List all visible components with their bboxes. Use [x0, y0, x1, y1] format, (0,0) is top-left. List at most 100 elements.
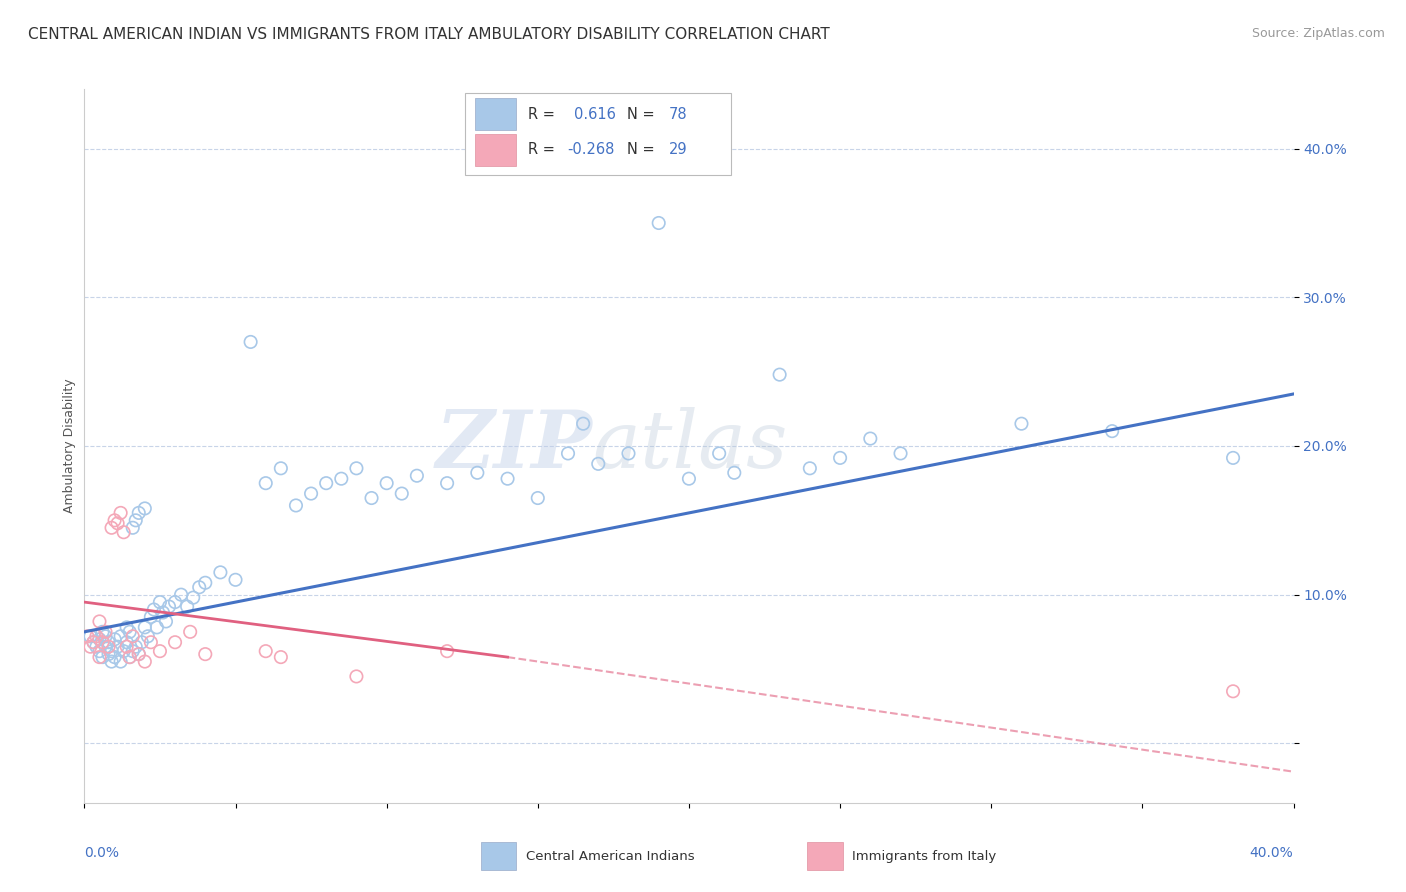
Point: [346, 461, 368, 475]
Point: [89, 650, 111, 665]
Point: [194, 575, 217, 590]
FancyBboxPatch shape: [481, 842, 516, 871]
Point: [107, 640, 129, 654]
Point: [104, 650, 127, 665]
Point: [104, 632, 127, 647]
Text: 0.0%: 0.0%: [84, 846, 120, 860]
Point: [110, 629, 132, 643]
Point: [121, 521, 143, 535]
Point: [139, 635, 162, 649]
Point: [890, 446, 912, 460]
Point: [115, 640, 138, 654]
Point: [647, 216, 671, 230]
Point: [115, 635, 138, 649]
Point: [79, 640, 101, 654]
Point: [118, 650, 141, 665]
Text: R =: R =: [529, 143, 555, 157]
Point: [128, 647, 150, 661]
Point: [104, 513, 127, 527]
Point: [91, 635, 114, 649]
Point: [91, 624, 114, 639]
Text: R =: R =: [529, 107, 555, 121]
Text: 40.0%: 40.0%: [1250, 846, 1294, 860]
Point: [89, 644, 111, 658]
Text: 0.616: 0.616: [574, 107, 616, 121]
Point: [110, 655, 132, 669]
FancyBboxPatch shape: [475, 134, 516, 166]
Text: Immigrants from Italy: Immigrants from Italy: [852, 850, 997, 863]
Point: [1101, 424, 1123, 438]
FancyBboxPatch shape: [465, 93, 731, 175]
Text: ZIP: ZIP: [436, 408, 592, 484]
Point: [799, 461, 821, 475]
Point: [149, 644, 172, 658]
Point: [139, 610, 162, 624]
Point: [270, 461, 292, 475]
Point: [79, 629, 101, 643]
Point: [225, 573, 247, 587]
Point: [467, 466, 489, 480]
Point: [155, 615, 177, 629]
Point: [254, 644, 277, 658]
Point: [617, 446, 640, 460]
Point: [181, 591, 204, 605]
Point: [1222, 450, 1244, 465]
Point: [128, 506, 150, 520]
Point: [152, 606, 174, 620]
Point: [194, 647, 217, 661]
Text: -0.268: -0.268: [567, 143, 614, 157]
Point: [170, 588, 193, 602]
Point: [76, 629, 98, 643]
Point: [107, 516, 129, 531]
Point: [134, 620, 156, 634]
Point: [94, 624, 117, 639]
Point: [134, 501, 156, 516]
Point: [94, 629, 117, 643]
Point: [97, 635, 120, 649]
Point: [254, 476, 277, 491]
Point: [391, 486, 413, 500]
Point: [86, 640, 108, 654]
FancyBboxPatch shape: [807, 842, 842, 871]
Point: [146, 620, 169, 634]
Point: [179, 624, 201, 639]
Point: [131, 635, 153, 649]
Point: [163, 635, 186, 649]
Point: [1222, 684, 1244, 698]
Point: [125, 640, 148, 654]
Point: [346, 669, 368, 683]
Text: 78: 78: [668, 107, 688, 121]
Point: [375, 476, 398, 491]
Point: [94, 640, 117, 654]
Point: [526, 491, 548, 505]
FancyBboxPatch shape: [475, 98, 516, 130]
Point: [188, 580, 211, 594]
Point: [330, 472, 353, 486]
Text: CENTRAL AMERICAN INDIAN VS IMMIGRANTS FROM ITALY AMBULATORY DISABILITY CORRELATI: CENTRAL AMERICAN INDIAN VS IMMIGRANTS FR…: [28, 27, 830, 42]
Text: Source: ZipAtlas.com: Source: ZipAtlas.com: [1251, 27, 1385, 40]
Point: [86, 629, 108, 643]
Point: [128, 647, 150, 661]
Point: [136, 629, 159, 643]
Point: [112, 525, 135, 540]
Point: [97, 647, 120, 661]
Point: [270, 650, 292, 665]
Point: [121, 629, 143, 643]
Y-axis label: Ambulatory Disability: Ambulatory Disability: [63, 379, 76, 513]
Point: [496, 472, 519, 486]
Point: [82, 635, 104, 649]
Point: [588, 457, 610, 471]
Point: [284, 499, 308, 513]
Point: [678, 472, 700, 486]
Point: [830, 450, 852, 465]
Text: 29: 29: [668, 143, 688, 157]
Point: [176, 599, 198, 614]
Point: [91, 650, 114, 665]
Point: [100, 521, 122, 535]
Point: [299, 486, 322, 500]
Point: [112, 644, 135, 658]
Point: [118, 624, 141, 639]
Point: [125, 513, 148, 527]
Point: [110, 506, 132, 520]
Point: [89, 615, 111, 629]
